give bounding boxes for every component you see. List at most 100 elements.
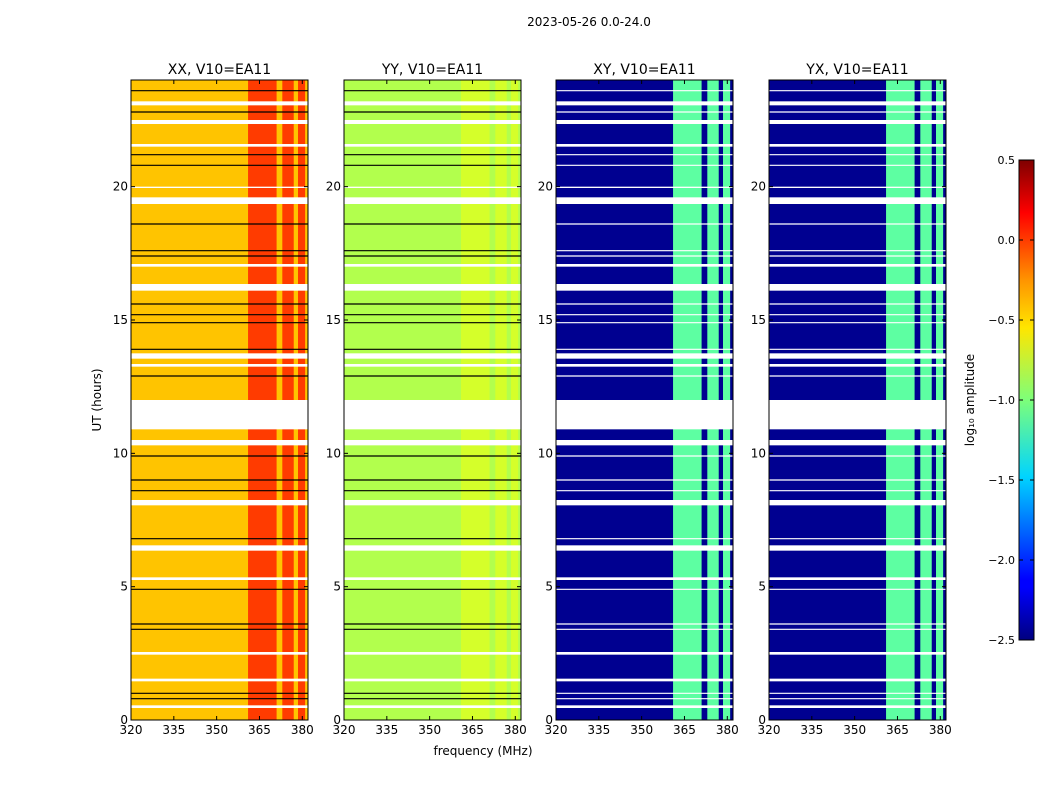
panel-2: YY, V10=EA11 320 335 350 365 380 0 5 10 15 20 bbox=[326, 62, 527, 737]
y-tick-label: 5 bbox=[333, 580, 341, 594]
flag-gap bbox=[556, 577, 733, 580]
panel-frame bbox=[130, 79, 309, 721]
flag-gap bbox=[131, 400, 308, 430]
colorbar-tick-label: −1.0 bbox=[988, 394, 1015, 407]
flag-gap bbox=[769, 652, 946, 655]
flag-gap bbox=[769, 186, 946, 188]
flag-gap bbox=[344, 545, 521, 551]
x-tick-label: 320 bbox=[758, 723, 781, 737]
x-tick-label: 380 bbox=[291, 723, 314, 737]
flag-gap bbox=[344, 197, 521, 204]
panel-frame bbox=[555, 79, 734, 721]
x-tick-label: 320 bbox=[545, 723, 568, 737]
flag-gap bbox=[344, 264, 521, 267]
flag-gap bbox=[131, 678, 308, 682]
flag-gap bbox=[344, 284, 521, 291]
flag-gap bbox=[556, 705, 733, 708]
y-tick-label: 20 bbox=[326, 180, 341, 194]
flag-gap bbox=[344, 400, 521, 430]
flag-gap bbox=[556, 353, 733, 359]
flag-gap bbox=[131, 440, 308, 446]
flag-gap bbox=[344, 440, 521, 446]
x-tick-label: 350 bbox=[205, 723, 228, 737]
flag-gap bbox=[131, 101, 308, 106]
x-tick-label: 380 bbox=[929, 723, 952, 737]
x-tick-label: 350 bbox=[418, 723, 441, 737]
x-tick-label: 365 bbox=[886, 723, 909, 737]
flag-gap bbox=[769, 577, 946, 580]
x-tick-label: 380 bbox=[504, 723, 527, 737]
y-tick-label: 20 bbox=[113, 180, 128, 194]
flag-gap bbox=[131, 652, 308, 655]
x-tick-label: 320 bbox=[120, 723, 143, 737]
flag-gap bbox=[131, 197, 308, 204]
flag-gap bbox=[131, 500, 308, 506]
flag-gap bbox=[556, 120, 733, 124]
flag-gap bbox=[556, 264, 733, 267]
y-tick-label: 10 bbox=[751, 446, 766, 460]
y-tick-label: 10 bbox=[326, 446, 341, 460]
flag-gap bbox=[556, 284, 733, 291]
flag-gap bbox=[769, 364, 946, 367]
flag-gap bbox=[556, 545, 733, 551]
y-tick-label: 5 bbox=[120, 580, 128, 594]
flag-gap bbox=[769, 678, 946, 682]
flag-gap bbox=[556, 500, 733, 506]
flag-gap bbox=[344, 500, 521, 506]
figure-suptitle: 2023-05-26 0.0-24.0 bbox=[527, 15, 651, 29]
y-tick-label: 15 bbox=[751, 313, 766, 327]
flag-gap bbox=[344, 353, 521, 359]
flag-gap bbox=[344, 364, 521, 367]
x-axis-label: frequency (MHz) bbox=[433, 744, 532, 758]
y-tick-label: 10 bbox=[538, 446, 553, 460]
flag-gap bbox=[769, 101, 946, 106]
flag-gap bbox=[769, 284, 946, 291]
flag-gap bbox=[131, 545, 308, 551]
y-tick-label: 0 bbox=[545, 713, 553, 727]
y-tick-label: 15 bbox=[326, 313, 341, 327]
colorbar-tick-label: −2.5 bbox=[988, 634, 1015, 647]
flag-gap bbox=[769, 353, 946, 359]
flag-gap bbox=[131, 364, 308, 367]
flag-gap bbox=[556, 440, 733, 446]
colorbar-ticks: 0.5 0.0 −0.5 −1.0 −1.5 −2.0 −2.5 bbox=[988, 154, 1034, 647]
flag-gap bbox=[556, 144, 733, 147]
flag-gap bbox=[131, 120, 308, 124]
x-tick-label: 365 bbox=[673, 723, 696, 737]
flag-gap bbox=[344, 144, 521, 147]
x-tick-label: 365 bbox=[461, 723, 484, 737]
y-tick-label: 20 bbox=[538, 180, 553, 194]
x-tick-label: 350 bbox=[843, 723, 866, 737]
flag-gap bbox=[556, 186, 733, 188]
colorbar: 0.5 0.0 −0.5 −1.0 −1.5 −2.0 −2.5 log₁₀ amplitu… bbox=[963, 154, 1035, 647]
y-tick-label: 0 bbox=[120, 713, 128, 727]
panel-1: XX, V10=EA11 320 335 350 365 380 0 5 10 15 20 bbox=[113, 62, 314, 737]
x-tick-label: 335 bbox=[375, 723, 398, 737]
panel-frame bbox=[343, 79, 522, 721]
flag-gap bbox=[131, 577, 308, 580]
flag-gap bbox=[131, 353, 308, 359]
y-tick-label: 20 bbox=[751, 180, 766, 194]
flag-gap bbox=[344, 652, 521, 655]
flag-gap bbox=[769, 545, 946, 551]
colorbar-tick-label: −0.5 bbox=[988, 314, 1015, 327]
x-tick-label: 380 bbox=[716, 723, 739, 737]
flag-gap bbox=[556, 652, 733, 655]
colorbar-tick-label: −1.5 bbox=[988, 474, 1015, 487]
y-axis-label: UT (hours) bbox=[90, 368, 104, 431]
flag-gap bbox=[556, 197, 733, 204]
flag-gap bbox=[344, 186, 521, 188]
flag-gap bbox=[131, 705, 308, 708]
y-tick-label: 15 bbox=[113, 313, 128, 327]
flag-gap bbox=[769, 500, 946, 506]
flag-gap bbox=[769, 197, 946, 204]
y-tick-label: 10 bbox=[113, 446, 128, 460]
flag-gap bbox=[344, 101, 521, 106]
y-tick-label: 5 bbox=[758, 580, 766, 594]
x-tick-label: 335 bbox=[587, 723, 610, 737]
panel-title: XX, V10=EA11 bbox=[168, 62, 271, 78]
y-tick-label: 5 bbox=[545, 580, 553, 594]
flag-gap bbox=[769, 120, 946, 124]
flag-gap bbox=[344, 705, 521, 708]
